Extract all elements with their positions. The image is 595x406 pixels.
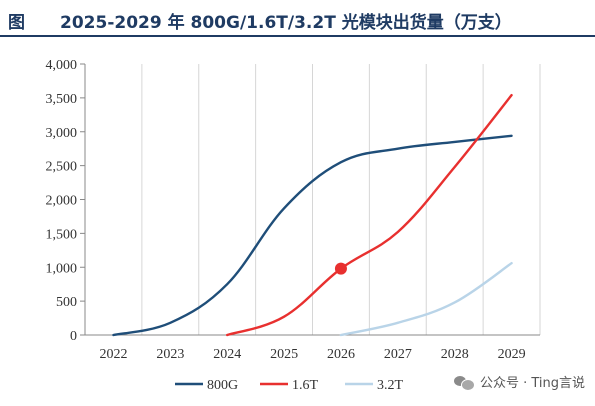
series-line-3-2t xyxy=(339,261,513,337)
y-tick-label: 500 xyxy=(56,295,77,310)
y-tick-label: 1,500 xyxy=(46,227,78,242)
x-tick-label: 2025 xyxy=(270,347,298,362)
legend-label: 1.6T xyxy=(292,378,319,393)
x-tick-label: 2026 xyxy=(327,347,355,362)
y-tick-label: 2,500 xyxy=(46,160,78,175)
y-tick-label: 1,000 xyxy=(46,261,78,276)
legend: 800G 1.6T 3.2T xyxy=(175,378,404,393)
x-tick-label: 2029 xyxy=(498,347,526,362)
x-tick-label: 2024 xyxy=(213,347,241,362)
y-tick-label: 0 xyxy=(70,329,77,344)
y-tick-label: 4,000 xyxy=(46,58,78,73)
y-axis-ticks: 0 500 1,000 1,500 2,000 2,500 3,000 3,500 4,000 xyxy=(46,58,85,344)
x-tick-label: 2022 xyxy=(99,347,127,362)
y-tick-label: 3,500 xyxy=(46,92,78,107)
watermark-text: 公众号 · Ting言说 xyxy=(479,376,585,391)
title-divider xyxy=(0,35,595,37)
wechat-icon xyxy=(453,374,475,391)
figure-label: 图 xyxy=(8,13,25,33)
x-tick-label: 2027 xyxy=(384,347,412,362)
legend-label: 800G xyxy=(207,378,238,393)
watermark: 公众号 · Ting言说 xyxy=(453,372,585,391)
y-tick-label: 3,000 xyxy=(46,126,78,141)
highlight-point xyxy=(334,262,347,275)
x-tick-label: 2028 xyxy=(441,347,469,362)
title-bar: 图 2025-2029 年 800G/1.6T/3.2T 光模块出货量（万支） xyxy=(0,0,595,37)
series-lines xyxy=(112,93,513,337)
series-line-1-6t xyxy=(225,93,513,337)
series-line-800g xyxy=(112,134,513,337)
x-axis-ticks: 2022 2023 2024 2025 2026 2027 2028 2029 xyxy=(99,347,525,362)
legend-label: 3.2T xyxy=(377,378,404,393)
y-tick-label: 2,000 xyxy=(46,194,78,209)
x-tick-label: 2023 xyxy=(156,347,184,362)
chart-title: 2025-2029 年 800G/1.6T/3.2T 光模块出货量（万支） xyxy=(60,13,512,33)
